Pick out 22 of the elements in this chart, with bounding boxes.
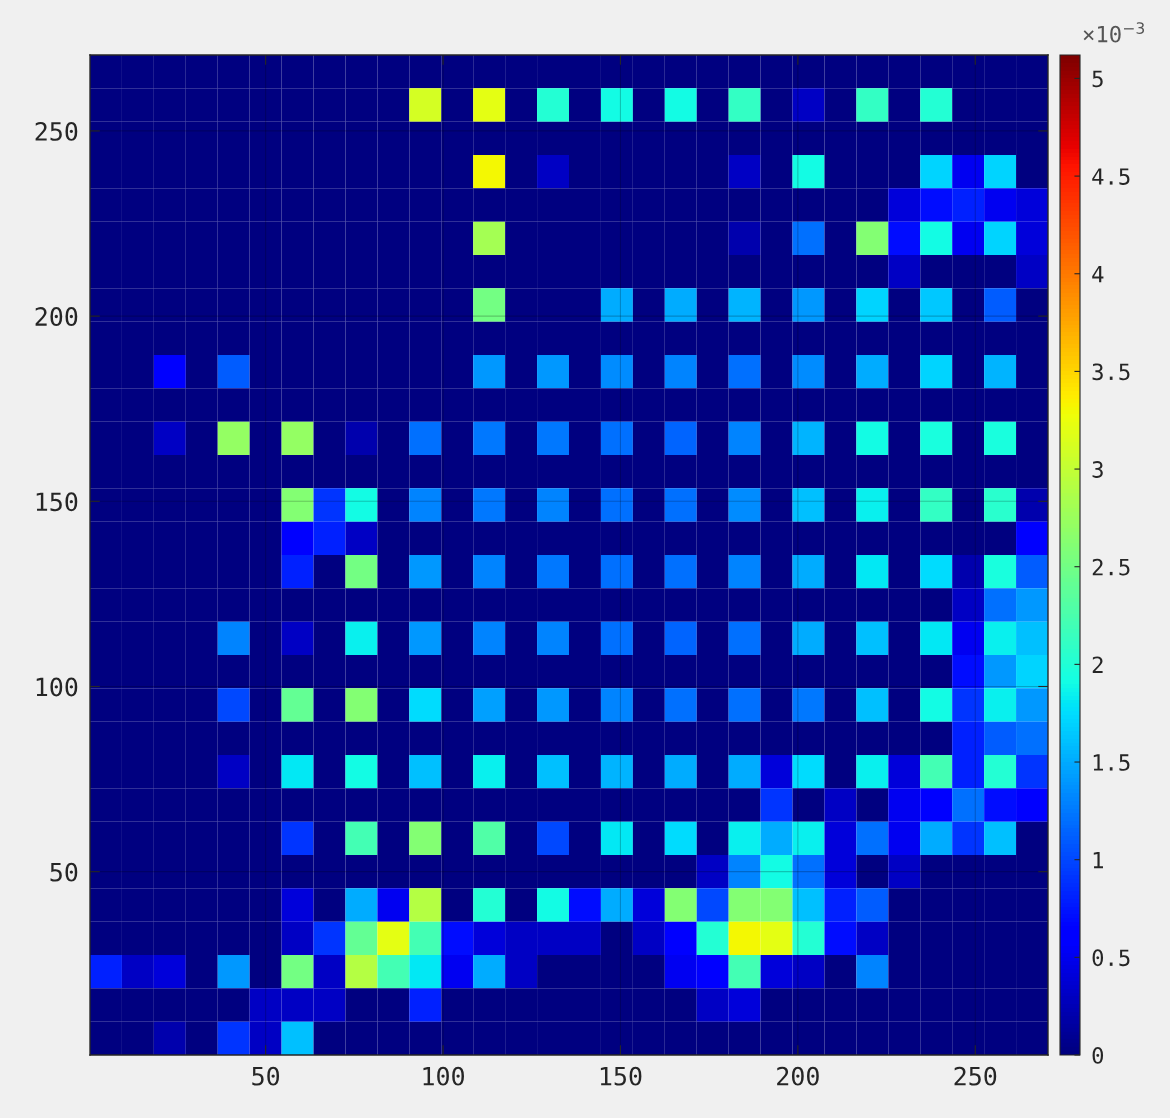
color-bar-label: 0.5 [1092, 949, 1130, 967]
color-bar-label: 4 [1092, 266, 1104, 283]
x-tick-label: 150 [600, 1066, 642, 1086]
color-bar-label: 2.5 [1092, 558, 1130, 576]
color-bar-label: 0 [1092, 1047, 1104, 1064]
color-bar-label: 5 [1092, 70, 1103, 88]
y-tick-label: 100 [36, 677, 78, 697]
x-tick-label: 200 [777, 1066, 819, 1086]
color-bar-label: 1 [1093, 851, 1103, 869]
y-tick-label: 150 [36, 492, 78, 512]
x-tick-label: 50 [252, 1066, 280, 1086]
y-tick-label: 200 [35, 307, 78, 327]
color-bar-label: 3 [1092, 461, 1103, 478]
x-tick-label: 250 [954, 1066, 997, 1086]
y-tick-label: 50 [50, 862, 78, 882]
color-bar-label: 4.5 [1092, 168, 1130, 185]
color-bar-label: 1.5 [1093, 754, 1130, 771]
y-tick-label: 250 [35, 121, 78, 141]
color-bar-title: ×10$^{−3}$ [1083, 22, 1145, 43]
color-bar-label: 2 [1092, 656, 1103, 673]
color-bar-label: 3.5 [1092, 363, 1130, 381]
x-tick-label: 100 [423, 1066, 464, 1086]
